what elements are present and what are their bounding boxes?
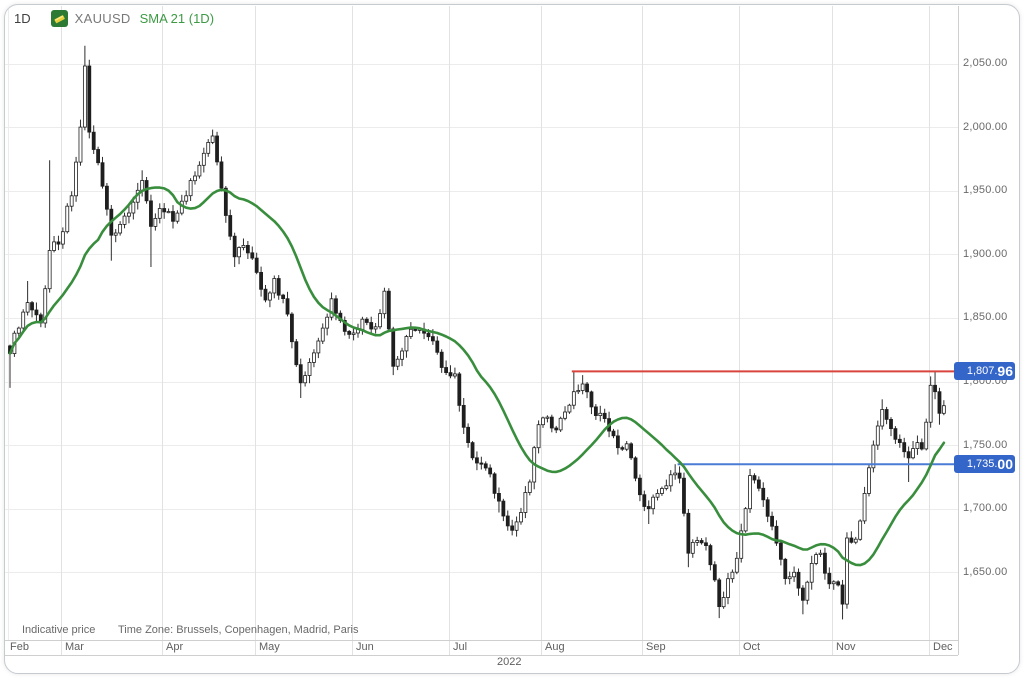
chart-header: 1D XAUUSD SMA 21 (1D): [14, 10, 214, 27]
gridlines: [5, 6, 958, 655]
timezone-note: Time Zone: Brussels, Copenhagen, Madrid,…: [118, 624, 359, 636]
support-price-tag[interactable]: 1,735. 00: [954, 455, 1015, 473]
x-axis-month-label: Aug: [545, 641, 565, 653]
axis-lines: [5, 6, 959, 656]
timeframe-label[interactable]: 1D: [14, 11, 31, 26]
x-axis-month-label: Sep: [646, 641, 666, 653]
x-axis-month-label: Mar: [65, 641, 84, 653]
x-axis-month-label: May: [259, 641, 280, 653]
x-axis-month-label: Nov: [836, 641, 856, 653]
resistance-price-tag[interactable]: 1,807. 96: [954, 362, 1015, 380]
labels-overlay: 1,650.00 1,700.00 1,750.00 1,800.00 1,850.00…: [5, 5, 1019, 673]
x-axis-month-label: Dec: [933, 641, 953, 653]
y-axis-label: 1,750.00: [963, 438, 1008, 451]
year-label: 2022: [497, 656, 522, 668]
indicative-price-note: Indicative price: [22, 624, 96, 636]
support-price-main: 1,735.: [966, 458, 998, 470]
sma-line[interactable]: [8, 186, 946, 567]
y-axis-label: 2,000.00: [963, 120, 1008, 133]
indicator-label[interactable]: SMA 21 (1D): [139, 11, 215, 26]
y-axis-label: 1,950.00: [963, 184, 1008, 197]
y-axis-label: 2,050.00: [963, 57, 1008, 69]
x-axis-month-label: Feb: [10, 641, 29, 653]
x-axis-month-label: Jun: [356, 641, 374, 653]
resistance-price-decimals: 96: [997, 363, 1013, 379]
resistance-price-main: 1,807.: [966, 365, 998, 377]
y-axis-label: 1,900.00: [963, 247, 1008, 260]
gold-bar-icon: [50, 10, 68, 27]
x-axis-month-label: Apr: [166, 641, 184, 653]
y-axis-label: 1,850.00: [963, 311, 1008, 324]
symbol-label[interactable]: XAUUSD: [74, 11, 131, 26]
x-axis-month-label: Jul: [453, 641, 468, 653]
y-axis-label: 1,700.00: [963, 502, 1008, 515]
support-price-decimals: 00: [997, 456, 1013, 472]
candles[interactable]: [8, 45, 946, 620]
chart-frame: 1,650.00 1,700.00 1,750.00 1,800.00 1,850.00…: [4, 4, 1020, 674]
candlestick-chart[interactable]: [4, 4, 1020, 674]
x-axis-month-label: Oct: [743, 641, 761, 653]
y-axis-label: 1,650.00: [963, 565, 1008, 578]
